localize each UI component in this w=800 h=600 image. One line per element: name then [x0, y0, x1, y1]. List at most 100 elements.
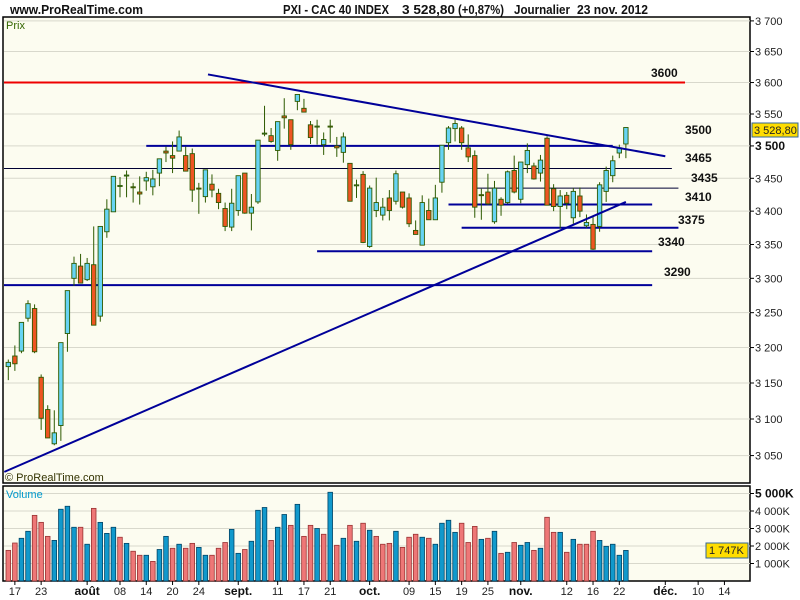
date-tick-label: 09 — [403, 586, 415, 598]
volume-bar-down — [334, 544, 340, 582]
volume-tick-label: 1 000K — [755, 559, 791, 571]
date-tick-label: août — [74, 584, 99, 598]
price-tick-label: 3 400 — [755, 206, 783, 218]
candle-body-down — [268, 135, 274, 142]
candle-body-up — [235, 175, 241, 211]
candle-body-down — [222, 208, 228, 227]
candle-body-down — [242, 172, 248, 214]
candle — [301, 98, 307, 113]
volume-bar-down — [564, 551, 570, 582]
volume-bar-down — [45, 535, 51, 582]
volume-bar-up — [419, 536, 425, 582]
candle-body-down — [12, 355, 18, 365]
candle — [367, 185, 373, 248]
last-price: 3 528,80 — [402, 2, 455, 17]
candle-body-up — [176, 136, 182, 152]
volume-bar-up — [557, 531, 563, 582]
volume-bar-down — [38, 521, 44, 582]
candle-body-up — [25, 303, 31, 319]
candle-body-down — [281, 115, 287, 119]
candle-body-down — [189, 153, 195, 191]
candle-body-up — [623, 127, 629, 145]
candle-body-down — [45, 409, 51, 439]
volume-bar-down — [242, 549, 248, 582]
candle-body-down — [163, 150, 169, 154]
candle — [235, 175, 241, 216]
volume-bar-down — [288, 524, 294, 582]
volume-bar-down — [136, 554, 143, 582]
candle — [596, 182, 603, 232]
candle-body-down — [590, 223, 596, 250]
candle — [51, 410, 57, 446]
candle — [353, 179, 360, 198]
candle — [143, 171, 149, 191]
candle — [31, 304, 38, 354]
candle-body-up — [123, 174, 130, 177]
candle-body-down — [426, 210, 432, 221]
candle — [386, 190, 393, 221]
candle — [412, 220, 419, 235]
volume-bar-down — [380, 543, 386, 582]
volume-bar-down — [222, 542, 228, 582]
candle — [511, 155, 517, 194]
candle-body-up — [104, 208, 110, 233]
candle — [406, 193, 412, 228]
candle-body-down — [412, 229, 419, 235]
candle — [564, 192, 570, 210]
candle-body-up — [58, 342, 64, 426]
volume-bar-up — [353, 540, 360, 582]
volume-bar-up — [445, 519, 452, 582]
candle-body-up — [18, 321, 25, 352]
candle — [583, 214, 590, 228]
volume-bar-up — [110, 526, 117, 582]
price-tick-label: 3 650 — [755, 47, 783, 59]
volume-bar-up — [163, 535, 169, 582]
date-tick-label: nov. — [509, 584, 533, 598]
candle — [610, 155, 616, 183]
candle-body-up — [518, 161, 524, 200]
level-label-3465: 3465 — [685, 151, 712, 165]
candle-body-up — [229, 202, 235, 228]
candle — [288, 119, 294, 150]
candle — [163, 146, 169, 163]
candle-body-up — [150, 178, 156, 188]
candle-body-up — [156, 158, 163, 174]
candle — [281, 98, 287, 129]
level-lines — [4, 81, 686, 287]
candle-body-down — [209, 183, 215, 191]
candle-body-up — [314, 125, 320, 128]
candle — [130, 182, 136, 203]
candle — [222, 202, 228, 232]
candle-body-up — [340, 136, 347, 153]
volume-bar-up — [623, 550, 629, 582]
volume-bar-down — [182, 547, 189, 582]
candle-body-down — [360, 173, 366, 243]
level-label-3410: 3410 — [685, 190, 712, 204]
date-axis: 17 23 août 08 14 20 24 sept. 11 17 21 oct. 09 15 19 25 n… — [9, 581, 731, 598]
volume-bar-down — [406, 536, 412, 582]
candle-body-down — [478, 194, 484, 197]
volume-bar-up — [248, 540, 255, 582]
date-tick-label: déc. — [653, 584, 677, 598]
candle-body-up — [294, 93, 301, 102]
level-label-3290: 3290 — [664, 265, 691, 279]
candle-body-up — [393, 173, 399, 202]
candle-body-up — [524, 149, 530, 166]
volume-bar-down — [472, 526, 478, 582]
trendlines — [3, 73, 666, 473]
candle-body-down — [399, 191, 406, 208]
level-label-3375: 3375 — [678, 213, 705, 227]
date-tick-label: 14 — [140, 586, 152, 598]
price-tick-label: 3 200 — [755, 343, 783, 355]
instrument-name: PXI - CAC 40 INDEX — [283, 2, 389, 17]
price-panel[interactable] — [2, 16, 751, 484]
volume-tick-label: 3 000K — [755, 524, 791, 536]
volume-bar-up — [432, 543, 439, 582]
volume-bar-up — [64, 505, 71, 582]
volume-axis: 5 000K 4 000K 3 000K 2 000K 1 000K — [750, 487, 794, 571]
volume-bar-up — [616, 554, 623, 582]
candle — [439, 144, 445, 193]
candle-body-up — [248, 206, 255, 214]
volume-bar-up — [610, 543, 616, 582]
volume-bar-up — [518, 544, 524, 582]
